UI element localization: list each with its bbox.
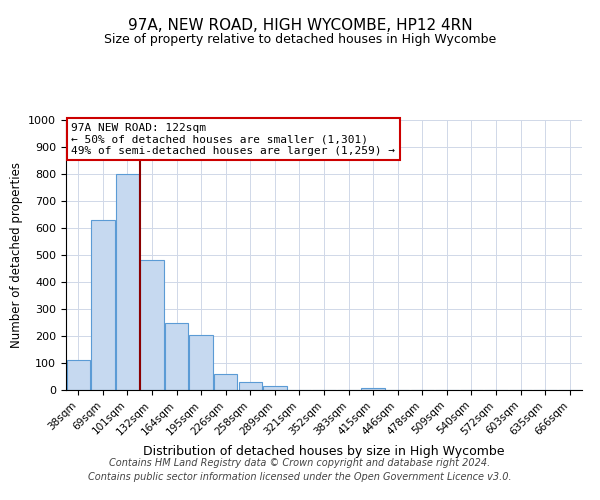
Bar (239, 382, 262, 390)
X-axis label: Distribution of detached houses by size in High Wycombe: Distribution of detached houses by size … (143, 445, 505, 458)
Bar (116, 174, 139, 390)
Bar (214, 374, 238, 390)
Text: Contains HM Land Registry data © Crown copyright and database right 2024.: Contains HM Land Registry data © Crown c… (109, 458, 491, 468)
Bar (190, 334, 213, 390)
Bar (91, 220, 115, 390)
Text: 97A NEW ROAD: 122sqm
← 50% of detached houses are smaller (1,301)
49% of semi-de: 97A NEW ROAD: 122sqm ← 50% of detached h… (71, 122, 395, 156)
Bar (140, 260, 164, 390)
Text: 97A, NEW ROAD, HIGH WYCOMBE, HP12 4RN: 97A, NEW ROAD, HIGH WYCOMBE, HP12 4RN (128, 18, 472, 32)
Text: Contains public sector information licensed under the Open Government Licence v3: Contains public sector information licen… (88, 472, 512, 482)
Bar (361, 388, 385, 390)
Bar (165, 322, 188, 390)
Y-axis label: Number of detached properties: Number of detached properties (10, 162, 23, 348)
Text: Size of property relative to detached houses in High Wycombe: Size of property relative to detached ho… (104, 32, 496, 46)
Bar (263, 386, 287, 390)
Bar (67, 360, 90, 390)
